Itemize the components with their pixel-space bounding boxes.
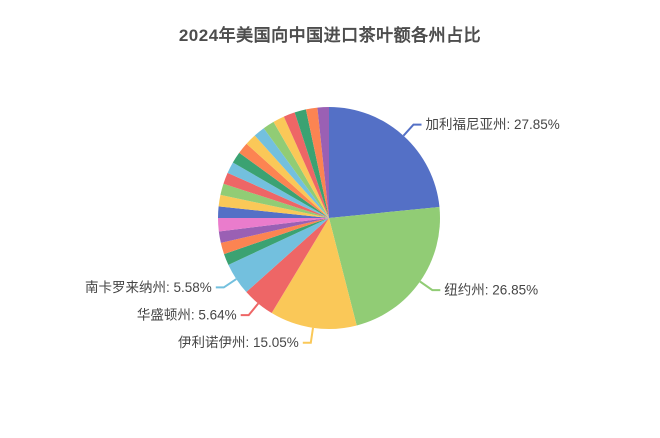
- pie-slice[interactable]: [283, 112, 329, 218]
- pie-slice[interactable]: [263, 121, 329, 218]
- slice-label-华盛顿州: 华盛顿州: 5.64%: [137, 308, 237, 323]
- pie-slice[interactable]: [239, 143, 329, 218]
- pie-slice[interactable]: [220, 183, 329, 218]
- label-leader-line-伊利诺伊州: [302, 327, 314, 344]
- pie-slice[interactable]: [220, 218, 329, 255]
- label-leader-line-南卡罗来纳州: [215, 278, 237, 289]
- pie-slice-加利福尼亚州[interactable]: [329, 106, 440, 218]
- pie-slice-纽约州[interactable]: [329, 206, 441, 326]
- pie-slice[interactable]: [232, 152, 329, 218]
- pie-slice[interactable]: [224, 218, 329, 265]
- slice-label-加利福尼亚州: 加利福尼亚州: 27.85%: [426, 117, 560, 132]
- slice-label-南卡罗来纳州: 南卡罗来纳州: 5.58%: [85, 280, 212, 295]
- pie-slice[interactable]: [254, 128, 329, 218]
- pie-slice[interactable]: [227, 162, 329, 219]
- pie-slice[interactable]: [223, 172, 329, 218]
- label-leader-line-华盛顿州: [240, 302, 259, 317]
- pie-slice[interactable]: [317, 107, 329, 218]
- pie-slice[interactable]: [294, 109, 329, 218]
- pie-slice[interactable]: [305, 107, 329, 218]
- pie-slice[interactable]: [218, 218, 329, 243]
- label-leader-line-加利福尼亚州: [402, 123, 422, 137]
- pie-slice-华盛顿州[interactable]: [246, 218, 329, 314]
- pie-slice-南卡罗来纳州[interactable]: [228, 218, 329, 293]
- pie-slice[interactable]: [218, 218, 329, 232]
- chart-title: 2024年美国向中国进口茶叶额各州占比: [178, 26, 482, 45]
- pie-slice[interactable]: [273, 116, 330, 218]
- label-leader-line-纽约州: [419, 280, 441, 292]
- pie-slice[interactable]: [218, 194, 329, 218]
- pie-slice-伊利诺伊州[interactable]: [271, 218, 357, 329]
- pie-slice[interactable]: [218, 206, 329, 218]
- pie-slice[interactable]: [246, 135, 329, 218]
- slice-label-纽约州: 纽约州: 26.85%: [444, 283, 538, 298]
- slice-label-伊利诺伊州: 伊利诺伊州: 15.05%: [178, 335, 299, 350]
